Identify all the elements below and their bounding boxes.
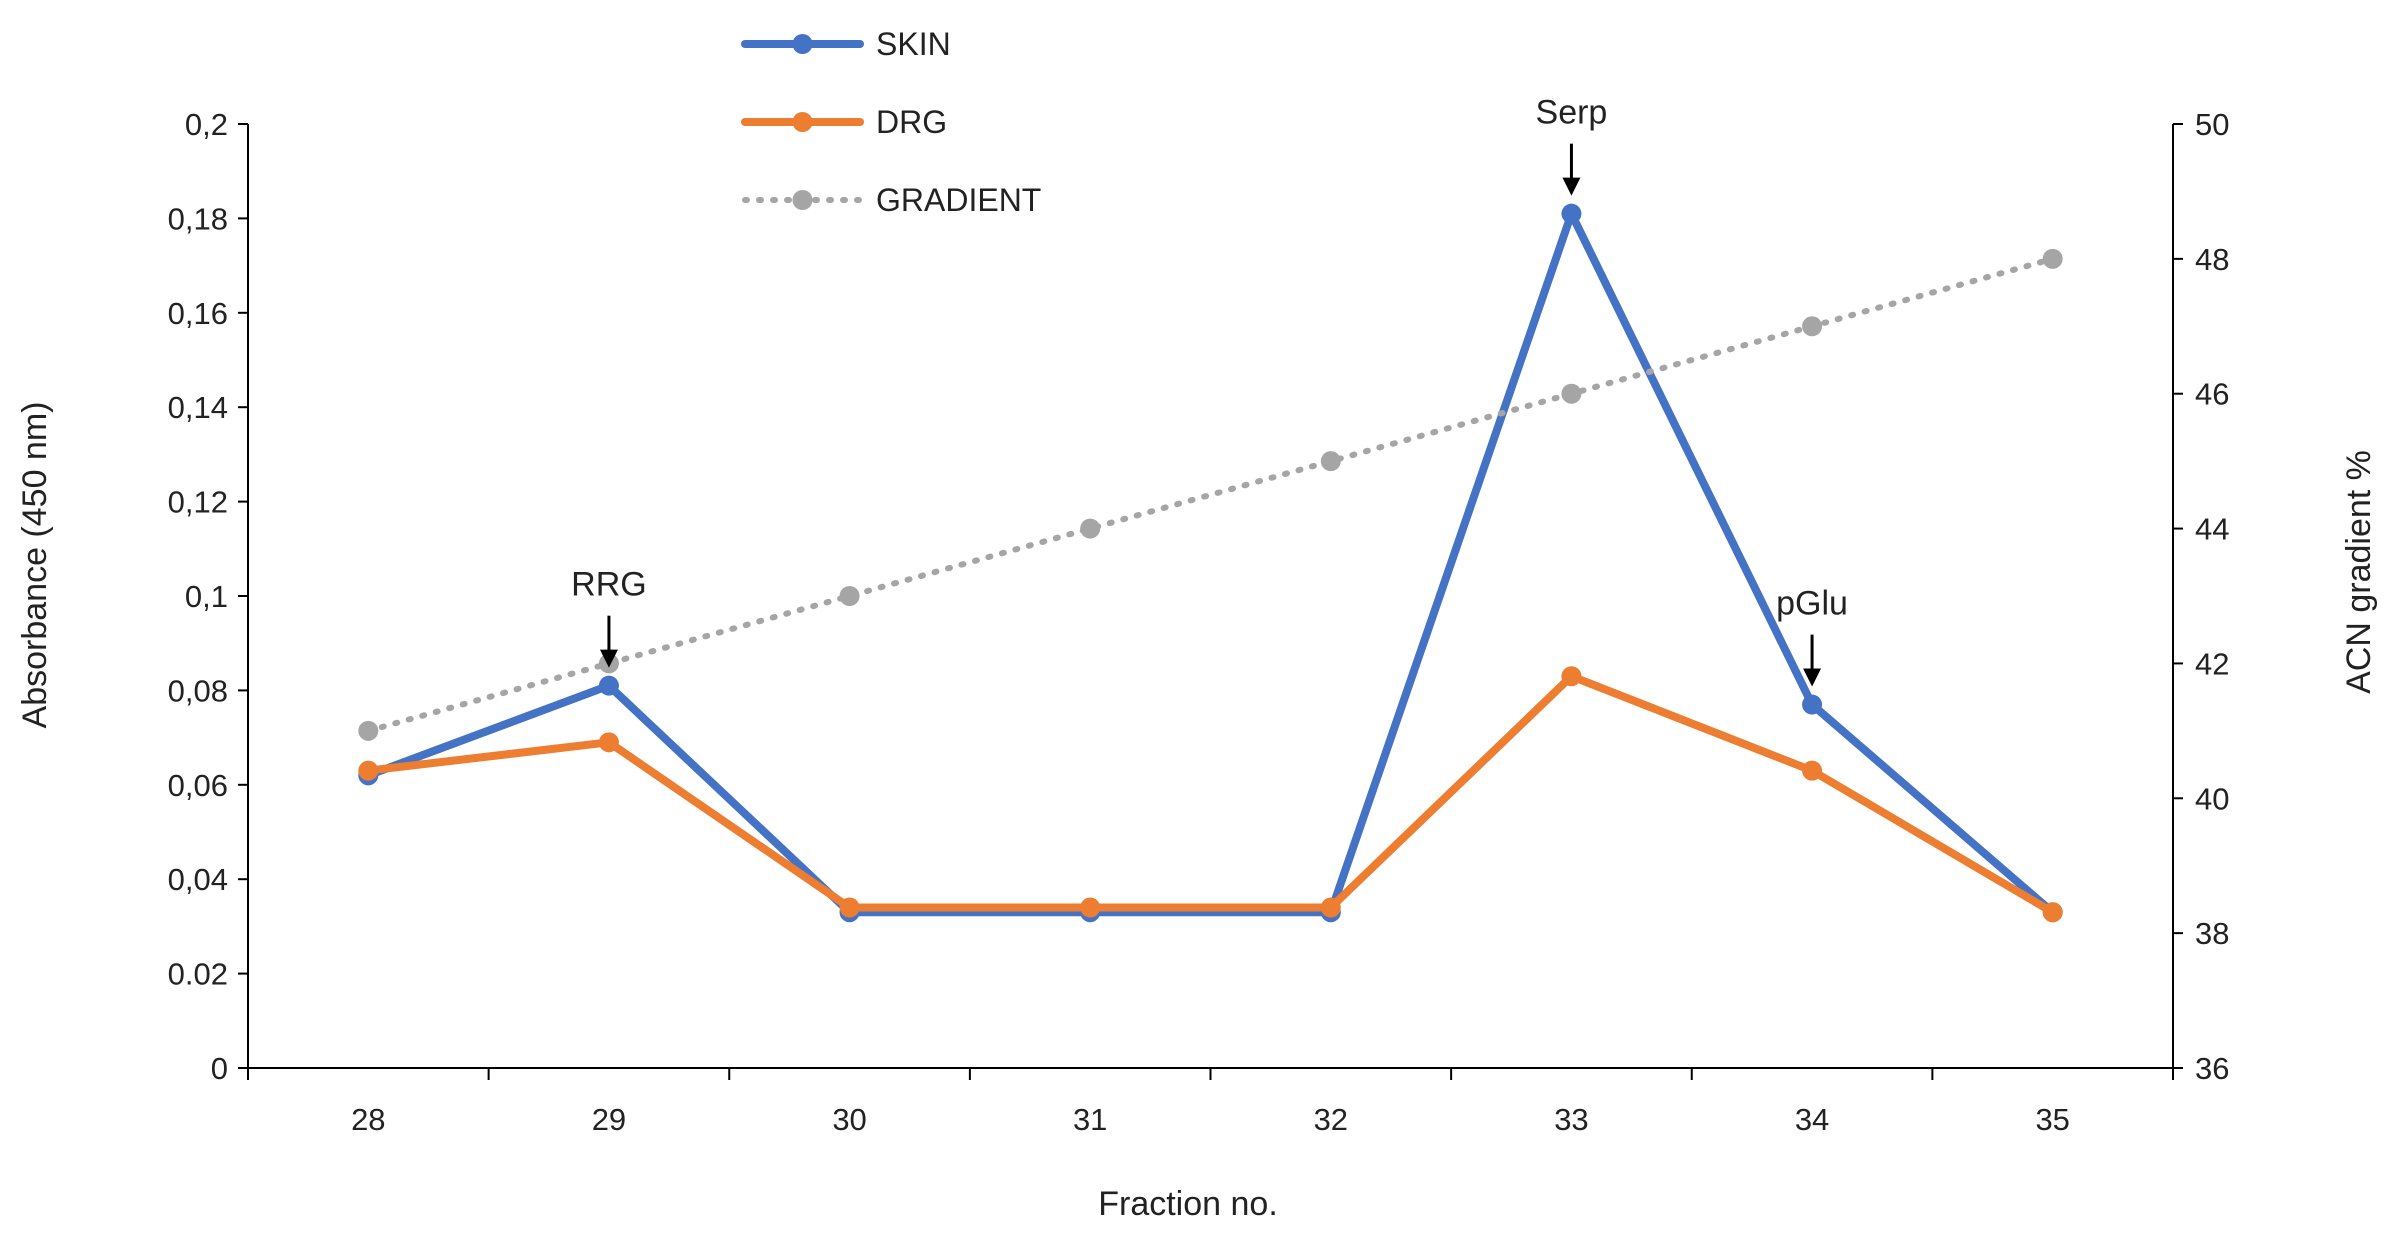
data-point-gradient (2042, 248, 2063, 269)
y2-tick-label: 42 (2195, 646, 2229, 681)
y2-tick-label: 46 (2195, 377, 2229, 412)
data-point-skin (1561, 203, 1582, 224)
y-tick-label: 0,12 (168, 485, 228, 520)
legend-label-drg: DRG (876, 104, 947, 140)
x-tick-label: 29 (592, 1102, 626, 1137)
y2-tick-label: 48 (2195, 242, 2229, 277)
series-line-drg (364, 672, 2057, 917)
legend-label-skin: SKIN (876, 26, 951, 62)
legend: SKIN DRG GRADIENT (741, 26, 1041, 218)
annotation-label: RRG (571, 566, 647, 604)
annotation-arrow-head (1803, 668, 1822, 687)
tick-labels: 0 0.02 0,04 0,06 0,08 0,1 0,12 0,14 0,16 0,18 0,2 3… (168, 107, 2230, 1137)
y-axis-title: Absorbance (450 nm) (16, 402, 54, 729)
data-point-gradient (358, 720, 379, 741)
data-point-drg (358, 760, 379, 781)
legend-marker-skin (792, 34, 813, 54)
x-tick-label: 34 (1795, 1102, 1829, 1137)
x-tick-label: 33 (1554, 1102, 1588, 1137)
series-line-skin (364, 209, 2057, 917)
data-point-drg (2042, 902, 2063, 923)
y-tick-label: 0,18 (168, 201, 228, 236)
y2-axis-title: ACN gradient % (2340, 450, 2378, 694)
axes (238, 123, 2183, 1080)
y2-tick-label: 44 (2195, 512, 2229, 547)
annotation-arrow-head (599, 649, 618, 668)
data-point-gradient (1561, 383, 1582, 404)
y-tick-label: 0 (211, 1051, 228, 1086)
x-tick-label: 32 (1314, 1102, 1348, 1137)
series-layer (358, 203, 2063, 923)
legend-marker-gradient (792, 190, 813, 210)
x-tick-label: 30 (832, 1102, 866, 1137)
data-point-gradient (1320, 451, 1341, 472)
data-point-skin (598, 675, 619, 696)
x-axis-title: Fraction no. (1098, 1185, 1278, 1223)
data-point-drg (1802, 760, 1823, 781)
y-tick-label: 0,14 (168, 390, 228, 425)
y-tick-label: 0,08 (168, 673, 228, 708)
y-tick-label: 0,2 (185, 107, 228, 142)
x-tick-label: 28 (351, 1102, 385, 1137)
legend-label-gradient: GRADIENT (876, 182, 1041, 218)
annotations: RRG Serp pGlu (571, 94, 1848, 687)
y-tick-label: 0,1 (185, 579, 228, 614)
y2-tick-label: 50 (2195, 107, 2229, 142)
y2-tick-label: 40 (2195, 781, 2229, 816)
y2-tick-label: 38 (2195, 916, 2229, 951)
data-point-drg (1561, 666, 1582, 687)
data-point-skin (1802, 694, 1823, 715)
annotation-arrow-head (1562, 177, 1581, 196)
data-point-drg (839, 897, 860, 918)
data-point-drg (1080, 897, 1101, 918)
annotation-label: pGlu (1776, 585, 1848, 623)
annotation-label: Serp (1536, 94, 1608, 132)
series-line-gradient (365, 255, 2056, 734)
legend-marker-drg (792, 112, 813, 132)
data-point-gradient (1080, 518, 1101, 539)
data-point-drg (598, 732, 619, 753)
x-tick-label: 35 (2035, 1102, 2069, 1137)
y-tick-label: 0.02 (168, 957, 228, 992)
x-tick-label: 31 (1073, 1102, 1107, 1137)
y-tick-label: 0,16 (168, 296, 228, 331)
data-point-gradient (839, 586, 860, 606)
y-tick-label: 0,06 (168, 768, 228, 803)
y-tick-label: 0,04 (168, 862, 228, 897)
y2-tick-label: 36 (2195, 1051, 2229, 1086)
data-point-gradient (1802, 316, 1823, 337)
data-point-drg (1320, 897, 1341, 918)
